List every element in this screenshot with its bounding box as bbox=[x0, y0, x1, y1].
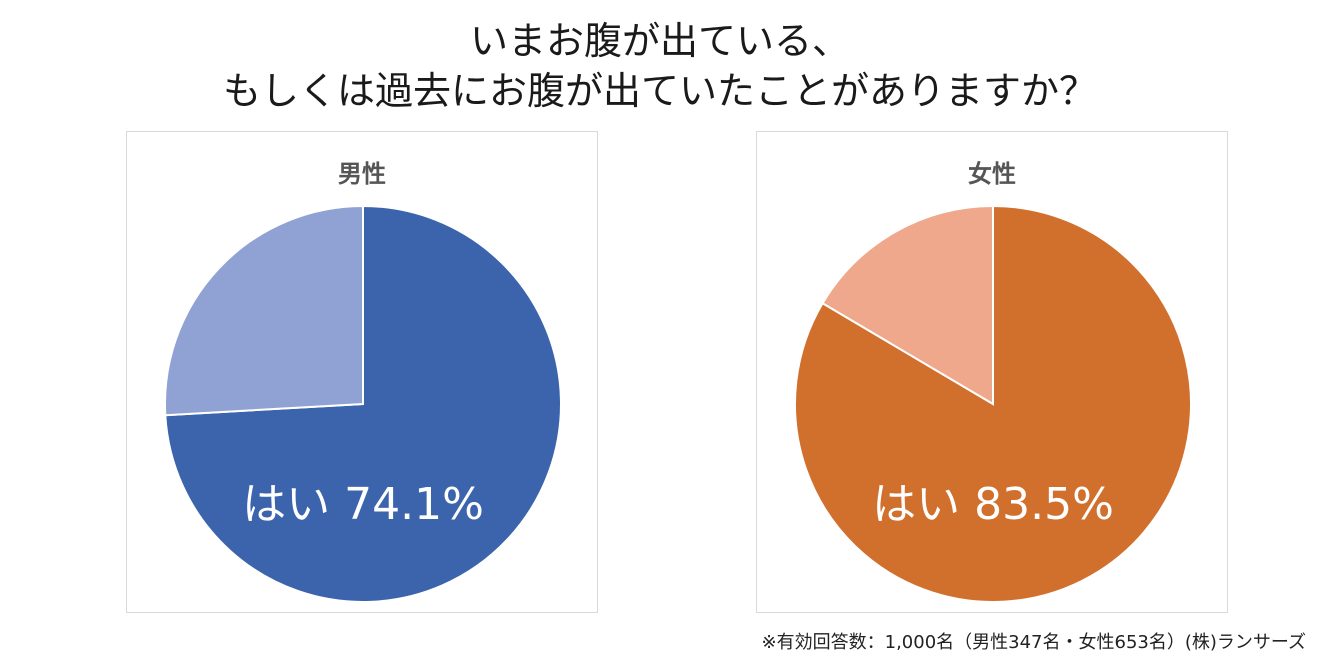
pie-title-female: 女性 bbox=[968, 160, 1016, 188]
chart-title: いまお腹が出ている、 もしくは過去にお腹が出ていたことがありますか？ bbox=[0, 16, 1320, 116]
pie-slice-yes bbox=[794, 204, 1192, 603]
pie-data-label-male: はい 74.1% bbox=[242, 479, 484, 530]
chart-title-line1: いまお腹が出ている、 bbox=[469, 19, 850, 63]
pie-slice-other bbox=[821, 204, 994, 406]
pie-data-label-female: はい 83.5% bbox=[872, 479, 1114, 530]
pie-chart-female: はい 83.5% bbox=[794, 204, 1192, 603]
chart-title-line2: もしくは過去にお腹が出ていたことがありますか？ bbox=[222, 69, 1097, 113]
pie-slice-other bbox=[164, 204, 364, 417]
pie-title-male: 男性 bbox=[338, 160, 386, 188]
footnote: ※有効回答数：1,000名（男性347名・女性653名）(株)ランサーズ bbox=[761, 632, 1306, 653]
pie-panel-female: 女性 はい 83.5% bbox=[756, 131, 1228, 613]
pie-panel-male: 男性 はい 74.1% bbox=[126, 131, 598, 613]
pie-chart-male: はい 74.1% bbox=[164, 204, 562, 603]
